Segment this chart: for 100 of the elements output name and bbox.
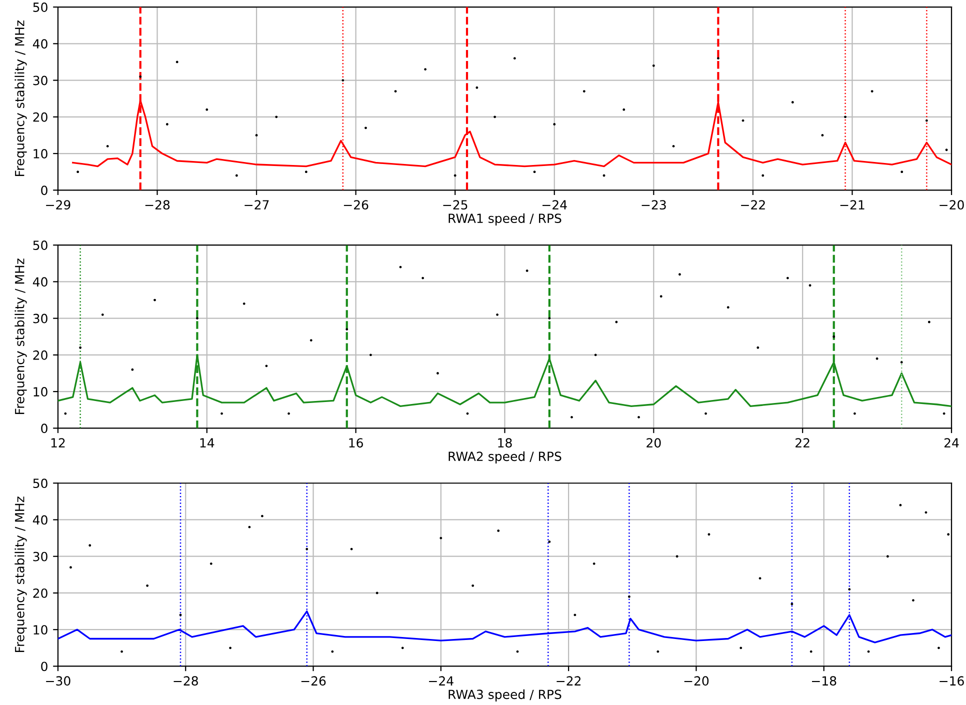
y-tick-label: 0 xyxy=(41,662,48,672)
y-tick-label: 50 xyxy=(33,478,48,488)
x-tick-label: −26 xyxy=(301,676,326,686)
x-tick-label: −22 xyxy=(556,676,580,686)
x-axis-title: RWA2 speed / RPS xyxy=(448,451,562,464)
point xyxy=(210,562,212,565)
point xyxy=(513,57,516,60)
point xyxy=(472,584,474,587)
point xyxy=(708,533,710,536)
x-axis-title: RWA3 speed / RPS xyxy=(448,689,562,702)
y-tick-label: 0 xyxy=(41,424,48,434)
y-axis-title: Frequency stability / MHz xyxy=(14,20,27,176)
x-axis-title: RWA1 speed / RPS xyxy=(448,213,562,226)
point xyxy=(756,346,760,349)
x-tick-label: −29 xyxy=(46,200,70,210)
x-tick-label: 18 xyxy=(498,438,512,448)
x-tick-label: −28 xyxy=(174,676,198,686)
point xyxy=(848,588,851,591)
point xyxy=(548,317,551,320)
x-tick-label: −23 xyxy=(642,200,666,210)
x-tick-label: −16 xyxy=(940,676,964,686)
point xyxy=(88,544,92,547)
point xyxy=(622,108,626,111)
x-tick-label: −21 xyxy=(840,200,864,210)
point xyxy=(131,368,134,371)
point xyxy=(945,148,948,152)
point xyxy=(928,320,930,324)
y-tick-label: 30 xyxy=(33,76,48,86)
point xyxy=(424,68,427,71)
point xyxy=(422,276,424,280)
point xyxy=(758,577,762,580)
x-tick-label: 22 xyxy=(796,438,810,448)
x-tick-label: −26 xyxy=(344,200,368,210)
point xyxy=(304,170,308,174)
point xyxy=(628,595,630,598)
point xyxy=(331,650,334,653)
x-tick-label: −24 xyxy=(542,200,567,210)
x-tick-label: 14 xyxy=(200,438,214,448)
point xyxy=(716,57,720,60)
point xyxy=(832,335,836,338)
point xyxy=(310,339,312,342)
y-tick-label: 50 xyxy=(33,240,48,250)
point xyxy=(656,650,660,653)
x-tick-label: −22 xyxy=(741,200,765,210)
y-tick-label: 30 xyxy=(33,314,48,324)
y-tick-label: 40 xyxy=(32,39,48,49)
x-tick-label: 12 xyxy=(51,438,65,448)
x-tick-label: 16 xyxy=(349,438,363,448)
x-tick-label: −18 xyxy=(812,676,836,686)
point xyxy=(494,116,496,118)
point xyxy=(260,514,264,518)
point xyxy=(146,584,149,587)
point xyxy=(660,295,662,298)
x-tick-label: 24 xyxy=(944,438,959,448)
point xyxy=(740,646,742,650)
point xyxy=(139,75,142,78)
point xyxy=(676,555,678,558)
y-tick-label: 10 xyxy=(34,149,48,158)
y-tick-label: 10 xyxy=(34,625,48,635)
point xyxy=(925,119,928,122)
point xyxy=(235,174,238,177)
x-tick-label: −30 xyxy=(46,676,70,686)
x-tick-label: −20 xyxy=(684,676,709,686)
y-tick-label: 40 xyxy=(32,515,48,525)
point xyxy=(242,302,246,305)
point xyxy=(592,562,596,565)
x-tick-label: −28 xyxy=(145,200,170,210)
x-tick-label: −27 xyxy=(244,200,269,210)
point xyxy=(476,86,478,89)
point xyxy=(900,170,904,174)
point xyxy=(808,284,812,287)
point xyxy=(810,650,812,653)
point xyxy=(401,646,404,650)
point xyxy=(176,60,178,64)
y-tick-label: 0 xyxy=(41,186,48,196)
y-tick-label: 10 xyxy=(34,387,48,396)
y-axis-title: Frequency stability / MHz xyxy=(14,496,27,652)
x-tick-label: 20 xyxy=(646,438,661,448)
point xyxy=(346,328,348,331)
point xyxy=(947,533,950,536)
x-tick-label: −24 xyxy=(429,676,454,686)
point xyxy=(876,357,878,360)
point xyxy=(652,64,655,67)
point xyxy=(786,276,789,280)
y-axis-title: Frequency stability / MHz xyxy=(14,258,27,414)
y-tick-label: 50 xyxy=(33,2,48,12)
y-tick-label: 20 xyxy=(33,112,48,122)
point xyxy=(440,536,442,540)
point xyxy=(726,306,730,309)
point xyxy=(101,313,104,316)
point xyxy=(275,116,278,118)
point xyxy=(206,108,208,111)
x-tick-label: −20 xyxy=(940,200,964,210)
point xyxy=(76,170,80,174)
point xyxy=(533,170,536,174)
y-tick-label: 40 xyxy=(32,277,48,287)
y-tick-label: 30 xyxy=(33,552,48,562)
point xyxy=(762,174,764,177)
y-tick-label: 20 xyxy=(33,588,48,598)
point xyxy=(886,555,889,558)
